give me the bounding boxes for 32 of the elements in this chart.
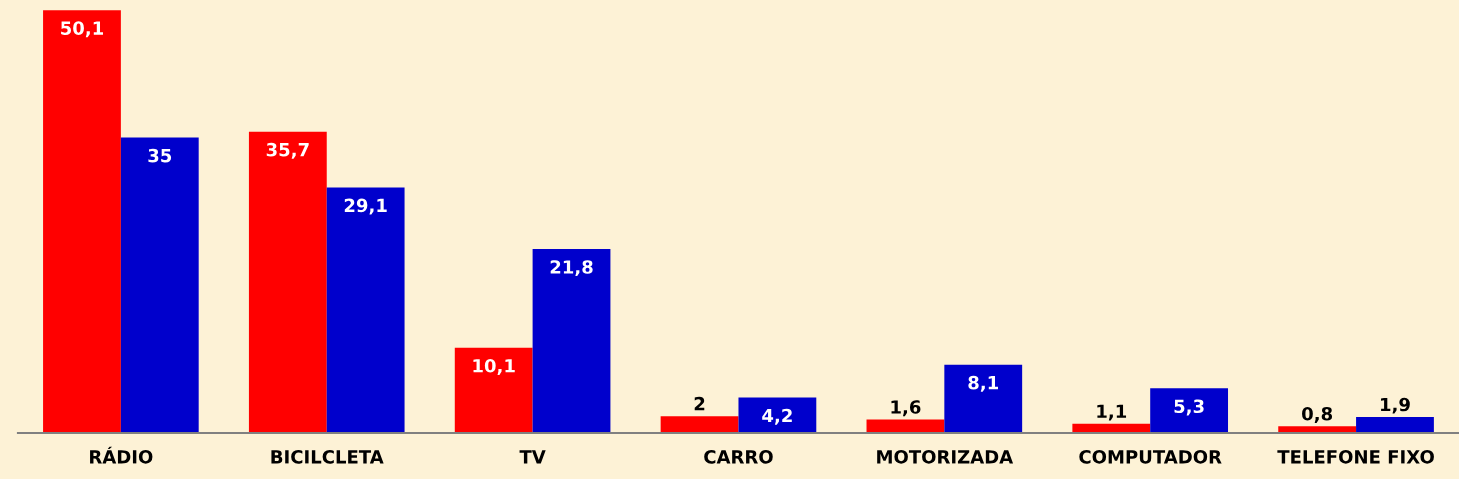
data-label: 1,1 xyxy=(1097,404,1127,421)
bar xyxy=(660,416,739,434)
data-label: 1,6 xyxy=(891,400,921,417)
data-label: 0,8 xyxy=(1302,406,1333,423)
data-label: 4,2 xyxy=(762,408,792,425)
bar xyxy=(454,347,533,434)
x-tick-label: RÁDIO xyxy=(90,446,153,464)
data-label: 29,1 xyxy=(344,198,387,215)
bar xyxy=(326,187,405,434)
bar xyxy=(1356,416,1434,434)
bar xyxy=(43,10,121,434)
x-tick-label: COMPUTADOR xyxy=(1079,450,1222,464)
data-label: 1,9 xyxy=(1381,397,1410,414)
bar xyxy=(1150,388,1229,434)
bar xyxy=(944,364,1023,434)
x-tick-label: TELEFONE FIXO xyxy=(1277,450,1434,464)
data-label: 10,1 xyxy=(473,358,515,375)
x-tick-label: BICILCLETA xyxy=(271,450,384,464)
bar xyxy=(738,397,817,434)
data-label: 35 xyxy=(148,148,172,163)
bar xyxy=(248,131,327,434)
data-label: 50,1 xyxy=(61,21,103,38)
bar xyxy=(532,249,611,434)
data-label: 5,3 xyxy=(1174,399,1204,416)
bar xyxy=(120,137,199,434)
data-label: 35,7 xyxy=(266,142,309,159)
x-tick-label: TV xyxy=(519,450,546,464)
x-tick-label: MOTORIZADA xyxy=(877,450,1014,464)
data-label: 8,1 xyxy=(968,375,998,392)
data-label: 21,8 xyxy=(550,260,593,277)
data-label: 2 xyxy=(694,396,705,411)
x-tick-label: CARRO xyxy=(704,450,773,464)
